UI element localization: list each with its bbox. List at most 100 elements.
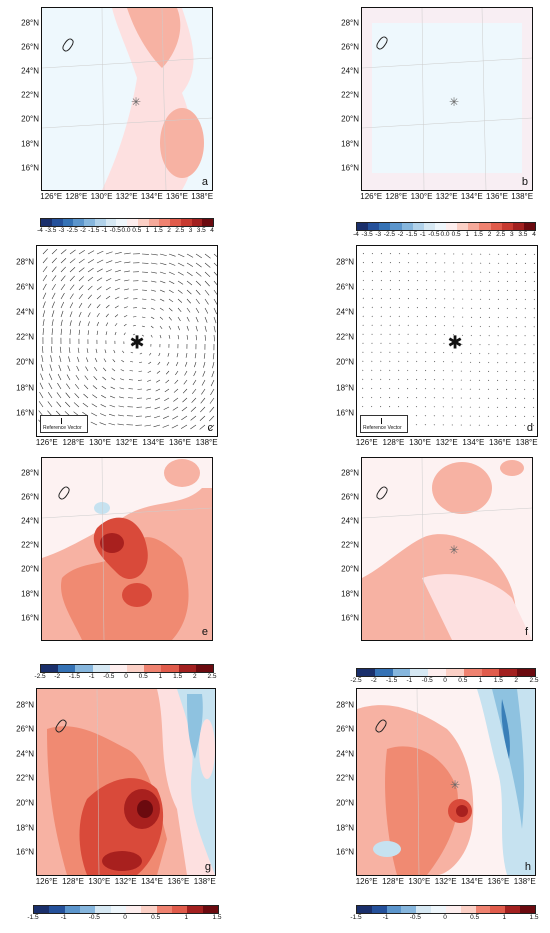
wind-vector-arrow	[105, 331, 108, 336]
wind-vector-arrow	[195, 334, 198, 341]
wind-vector-arrow	[87, 312, 91, 318]
wind-vector-arrow	[213, 316, 217, 324]
wind-vector-arrow	[159, 334, 162, 339]
wind-vector-arrow	[122, 350, 125, 354]
y-tick-label: 18°N	[336, 823, 354, 832]
y-tick-label: 28°N	[341, 18, 359, 28]
y-tick-label: 18°N	[16, 383, 34, 392]
wind-vector-arrow	[389, 378, 391, 381]
y-tick-label: 20°N	[341, 564, 359, 574]
wind-vector-arrow	[82, 402, 89, 408]
wind-vector-arrow	[470, 352, 472, 355]
wind-vector-arrow	[398, 378, 400, 381]
wind-vector-arrow	[73, 402, 80, 408]
wind-vector-arrow	[163, 406, 170, 410]
wind-vector-arrow	[57, 373, 62, 381]
colorbar-tick-label: -2	[370, 677, 377, 684]
wind-vector-arrow	[94, 357, 98, 363]
colorbar-swatch	[109, 665, 128, 672]
wind-vector-arrow	[362, 405, 364, 408]
wind-vector-arrow	[100, 413, 107, 417]
x-tick-label: 138°E	[513, 877, 536, 886]
wind-vector-arrow	[194, 361, 197, 368]
colorbar-swatch	[499, 669, 518, 676]
wind-vector-arrow	[425, 280, 428, 282]
wind-vector-arrow	[90, 421, 98, 426]
colorbar-swatch	[191, 219, 203, 226]
y-tick-label: 28°N	[16, 257, 34, 267]
wind-vector-arrow	[407, 262, 410, 264]
wind-vector-arrow	[42, 328, 44, 336]
colorbar-tick-label: 3	[188, 227, 193, 234]
wind-vector-arrow	[68, 347, 71, 354]
colorbar-tick-label: 4	[210, 227, 214, 234]
wind-vector-arrow	[87, 259, 95, 264]
wind-vector-arrow	[211, 370, 215, 378]
y-tick-label: 16°N	[341, 613, 359, 623]
wind-vector-arrow	[443, 333, 445, 336]
wind-vector-arrow	[96, 250, 104, 255]
wind-vector-arrow	[51, 292, 56, 300]
wind-vector-arrow	[114, 287, 120, 291]
wind-vector-arrow	[69, 293, 74, 300]
colorbar-swatch	[468, 223, 480, 230]
y-tick-label: 24°N	[336, 307, 354, 317]
wind-vector-arrow	[150, 280, 157, 283]
colorbar-tick-label: 1	[465, 231, 470, 238]
wind-vector-arrow	[65, 392, 71, 399]
wind-vector-arrow	[389, 396, 391, 399]
wind-vector-arrow	[175, 361, 179, 367]
wind-vector-arrow	[96, 295, 102, 300]
wind-vector-arrow	[515, 370, 517, 373]
wind-vector-arrow	[141, 316, 146, 318]
colorbar-swatch	[92, 665, 110, 672]
colorbar-labels: -4 -3.5 -3 -2.5 -2 -1.5 -1 -0.5 0.0 0.5 1 1.5 2 2.5 3 3…	[37, 227, 214, 237]
wind-vector-arrow	[478, 370, 481, 372]
wind-vector-arrow	[51, 248, 58, 255]
wind-vector-arrow	[532, 424, 535, 427]
wind-vector-arrow	[488, 298, 491, 300]
wind-vector-arrow	[442, 361, 445, 363]
wind-vector-arrow	[194, 352, 197, 359]
wind-vector-arrow	[200, 406, 206, 413]
y-tick-label: 28°N	[16, 700, 34, 710]
wind-vector-arrow	[416, 369, 418, 372]
wind-vector-arrow	[177, 307, 182, 312]
reference-vector-arrow	[61, 418, 62, 424]
y-axis-labels: 28°N 26°N 24°N 22°N 20°N 18°N 16°N	[316, 688, 356, 874]
colorbar-tick-label: -3	[58, 227, 65, 234]
y-tick-label: 20°N	[21, 114, 39, 124]
wind-vector-arrow	[60, 301, 65, 309]
wind-vector-arrow	[186, 334, 189, 340]
wind-vector-arrow	[156, 379, 161, 383]
panel-g-contours	[37, 689, 215, 875]
wind-vector-arrow	[425, 306, 428, 309]
y-tick-label: 16°N	[21, 613, 39, 623]
panel-e-contours	[42, 458, 212, 640]
wind-vector-arrow	[514, 397, 517, 400]
colorbar-swatch	[475, 906, 491, 913]
wind-vector-arrow	[398, 369, 400, 372]
wind-vector-arrow	[85, 357, 89, 363]
panel-a-contours	[42, 8, 212, 190]
wind-vector-arrow	[416, 289, 419, 291]
wind-vector-arrow	[488, 325, 490, 328]
wind-vector-arrow	[69, 249, 76, 255]
x-tick-label: 126°E	[35, 877, 58, 886]
wind-vector-arrow	[40, 364, 44, 372]
wind-vector-arrow	[362, 387, 364, 390]
wind-vector-arrow	[380, 288, 382, 291]
wind-vector-arrow	[104, 349, 107, 354]
colorbar-labels: -4 -3.5 -3 -2.5 -2 -1.5 -1 -0.5 0.0 0.5 1 1.5 2 2.5 3 3…	[353, 231, 536, 241]
colorbar-swatch	[62, 219, 74, 226]
y-tick-label: 24°N	[21, 516, 39, 526]
colorbar-swatch	[490, 223, 502, 230]
wind-vector-arrow	[155, 388, 161, 392]
wind-vector-arrow	[380, 279, 382, 282]
wind-vector-arrow	[60, 258, 67, 264]
y-tick-label: 22°N	[21, 90, 39, 100]
x-tick-label: 132°E	[435, 438, 458, 447]
colorbar-tick-label: 1.5	[173, 673, 183, 680]
colorbar-tick-label: -2.5	[383, 231, 395, 238]
colorbar-swatch	[202, 906, 218, 913]
